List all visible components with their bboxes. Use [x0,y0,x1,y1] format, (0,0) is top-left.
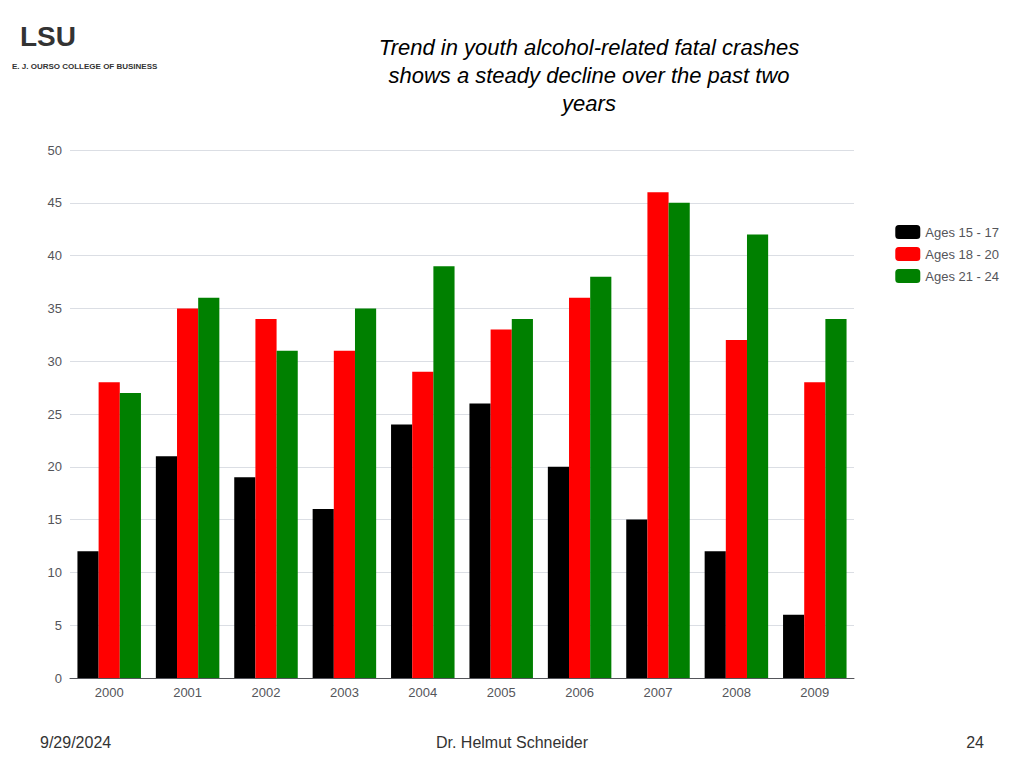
svg-text:Trend in youth alcohol-related: Trend in youth alcohol-related fatal cra… [379,35,799,60]
svg-text:2006: 2006 [565,685,594,700]
svg-text:30: 30 [48,354,62,369]
svg-text:50: 50 [48,143,62,158]
svg-text:years: years [560,91,616,116]
svg-text:2005: 2005 [487,685,516,700]
svg-text:15: 15 [48,512,62,527]
svg-text:9/29/2024: 9/29/2024 [40,734,111,751]
svg-text:Ages 21 - 24: Ages 21 - 24 [925,269,999,284]
svg-text:2009: 2009 [800,685,829,700]
svg-text:2004: 2004 [408,685,437,700]
svg-text:2008: 2008 [722,685,751,700]
svg-text:E. J. OURSO COLLEGE OF BUSINES: E. J. OURSO COLLEGE OF BUSINESS [12,62,158,71]
svg-text:5: 5 [55,618,62,633]
svg-text:25: 25 [48,407,62,422]
svg-text:Dr. Helmut Schneider: Dr. Helmut Schneider [436,734,589,751]
svg-text:10: 10 [48,565,62,580]
svg-text:40: 40 [48,248,62,263]
svg-text:45: 45 [48,195,62,210]
svg-text:0: 0 [55,671,62,686]
svg-text:2007: 2007 [644,685,673,700]
svg-text:35: 35 [48,301,62,316]
svg-text:2000: 2000 [95,685,124,700]
svg-text:shows a steady decline over th: shows a steady decline over the past two [388,63,789,88]
svg-text:2001: 2001 [173,685,202,700]
svg-text:20: 20 [48,459,62,474]
svg-text:2002: 2002 [252,685,281,700]
svg-text:24: 24 [966,734,984,751]
svg-text:Ages 18 - 20: Ages 18 - 20 [925,247,999,262]
svg-text:Ages 15 - 17: Ages 15 - 17 [925,225,999,240]
svg-text:LSU: LSU [20,21,76,52]
svg-text:2003: 2003 [330,685,359,700]
